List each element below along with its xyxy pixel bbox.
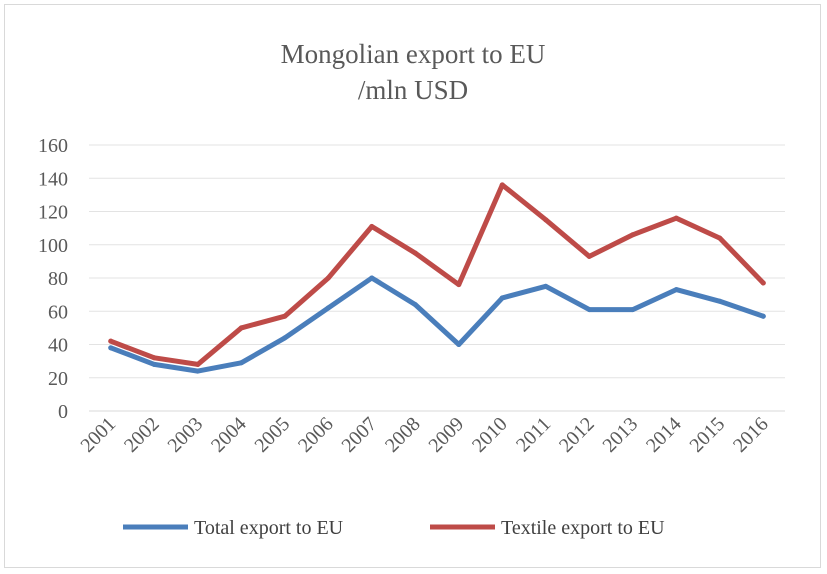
data-point <box>717 235 723 241</box>
data-point <box>238 325 244 331</box>
data-point <box>717 298 723 304</box>
x-axis-ticks: 2001 2002 2003 2004 2005 2006 2007 2008 2009 2010… <box>76 413 772 457</box>
y-axis-ticks: 0 20 40 60 80 100 120 140 160 <box>38 135 68 423</box>
data-point <box>630 232 636 238</box>
x-tick-label: 2006 <box>294 413 338 457</box>
data-point <box>369 275 375 281</box>
gridlines <box>89 144 785 412</box>
data-point <box>760 280 766 286</box>
chart-title-line-1: Mongolian export to EU <box>281 39 546 69</box>
data-point <box>238 360 244 366</box>
data-point <box>543 283 549 289</box>
legend: Total export to EU Textile export to EU <box>123 517 665 539</box>
series-line-1 <box>108 182 766 367</box>
y-tick-label: 0 <box>58 401 68 423</box>
data-point <box>195 361 201 367</box>
data-point <box>586 307 592 313</box>
x-tick-label: 2005 <box>250 413 294 457</box>
data-point <box>108 338 114 344</box>
y-tick-label: 140 <box>38 168 68 190</box>
data-point <box>412 302 418 308</box>
legend-label-textile: Textile export to EU <box>501 517 665 539</box>
data-point <box>412 250 418 256</box>
y-tick-label: 20 <box>48 368 68 390</box>
data-point <box>369 223 375 229</box>
x-tick-label: 2010 <box>468 413 512 457</box>
data-point <box>760 313 766 319</box>
x-tick-label: 2002 <box>120 413 164 457</box>
data-point <box>543 217 549 223</box>
chart-frame: Mongolian export to EU /mln USD 0 20 40 60 8… <box>4 4 821 568</box>
y-tick-label: 100 <box>38 235 68 257</box>
x-tick-label: 2016 <box>729 413 773 457</box>
data-point <box>151 355 157 361</box>
x-tick-label: 2012 <box>555 413 599 457</box>
data-point <box>586 253 592 259</box>
data-point <box>499 295 505 301</box>
data-point <box>325 275 331 281</box>
y-tick-label: 80 <box>48 268 68 290</box>
series-line-0 <box>108 275 766 374</box>
chart-title-line-2: /mln USD <box>358 75 468 105</box>
x-tick-label: 2001 <box>76 413 120 457</box>
x-tick-label: 2009 <box>424 413 468 457</box>
x-tick-label: 2011 <box>512 413 555 456</box>
data-point <box>456 342 462 347</box>
y-tick-label: 40 <box>48 335 68 357</box>
x-tick-label: 2013 <box>598 413 642 457</box>
x-tick-label: 2007 <box>337 413 381 457</box>
x-tick-label: 2004 <box>207 413 251 457</box>
data-point <box>630 307 636 313</box>
data-point <box>325 305 331 311</box>
x-tick-label: 2008 <box>381 413 425 457</box>
data-point <box>108 345 114 351</box>
y-tick-label: 120 <box>38 202 68 224</box>
y-tick-label: 160 <box>38 135 68 157</box>
data-point <box>282 335 288 341</box>
data-point <box>673 215 679 221</box>
data-point <box>456 282 462 288</box>
line-chart: Mongolian export to EU /mln USD 0 20 40 60 8… <box>38 39 785 539</box>
legend-label-total: Total export to EU <box>194 517 344 539</box>
y-tick-label: 60 <box>48 301 68 323</box>
data-point <box>195 368 201 374</box>
x-tick-label: 2014 <box>642 413 686 457</box>
data-point <box>673 287 679 293</box>
series-lines <box>108 182 766 374</box>
data-point <box>151 361 157 367</box>
x-tick-label: 2015 <box>685 413 729 457</box>
x-tick-label: 2003 <box>163 413 207 457</box>
data-point <box>282 313 288 319</box>
data-point <box>499 182 505 188</box>
